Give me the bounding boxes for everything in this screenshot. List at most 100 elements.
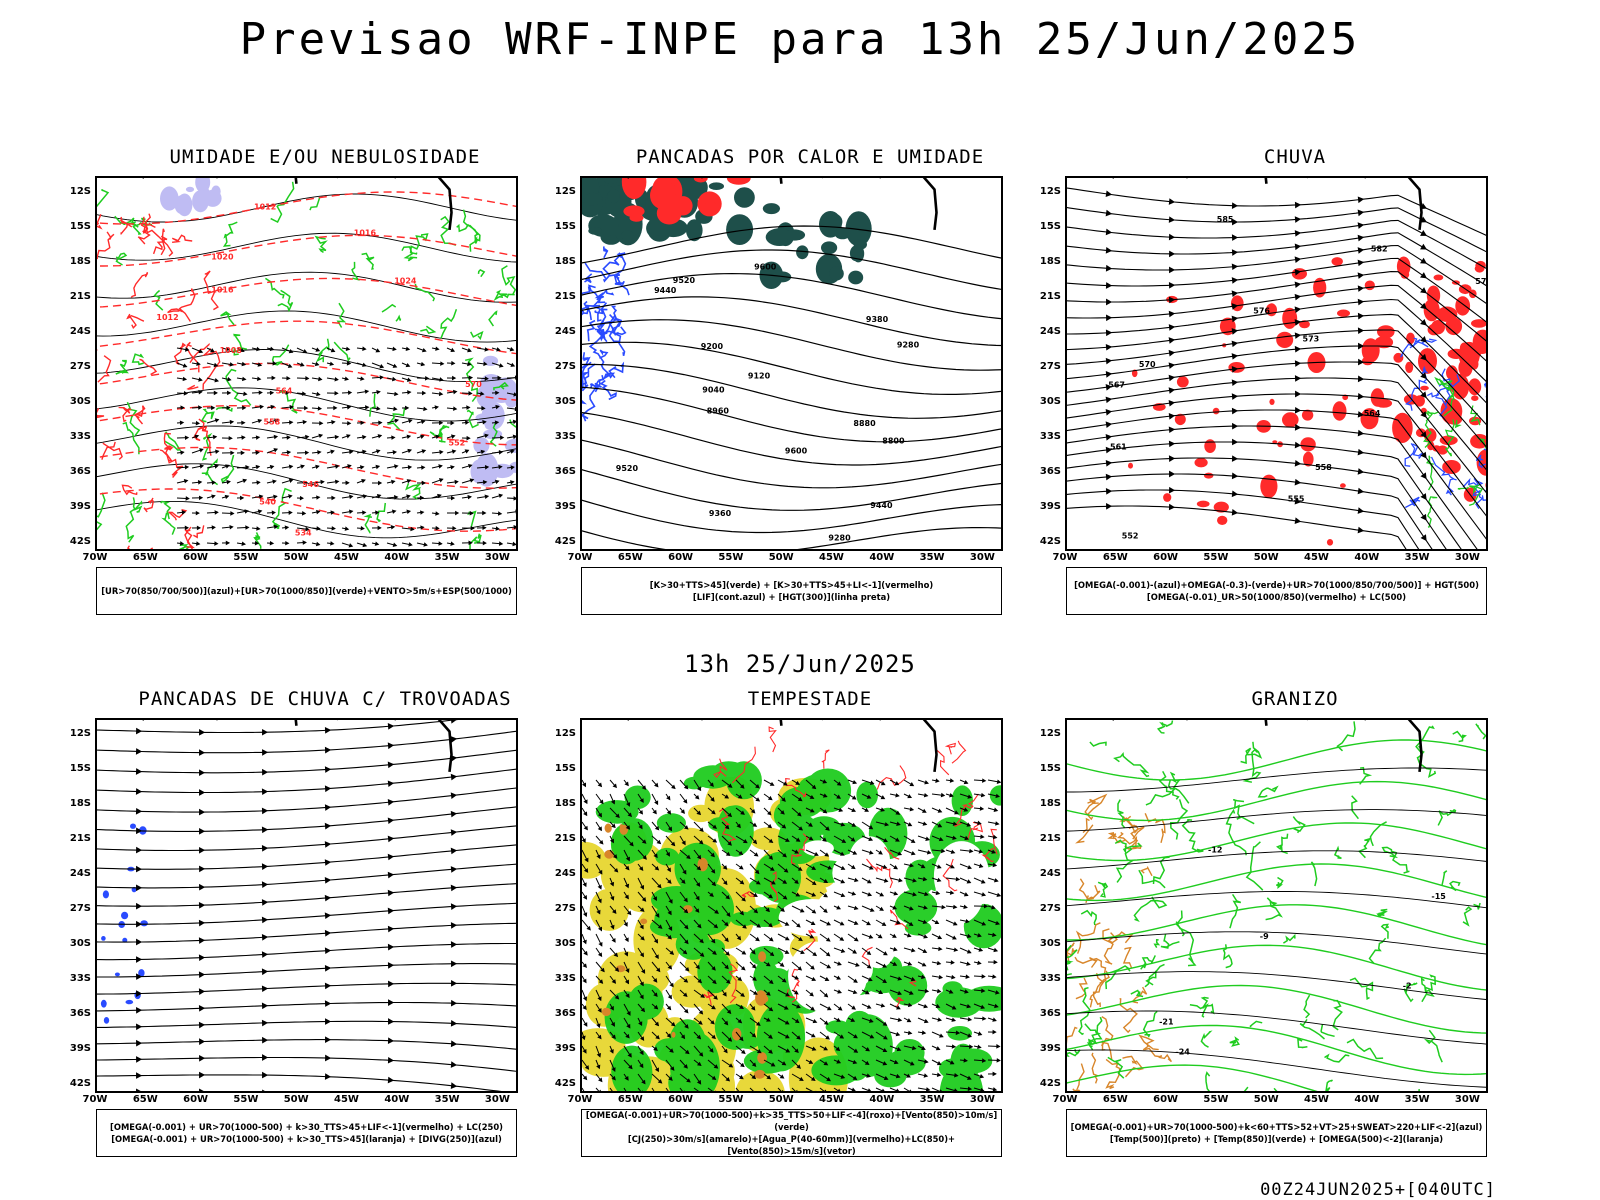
streamline-arrow xyxy=(1420,287,1427,294)
contour-label: 9440 xyxy=(870,501,893,510)
wind-arrowhead xyxy=(316,391,321,397)
wind-arrowhead xyxy=(882,1048,888,1052)
isoline-fragment xyxy=(594,288,615,304)
isoline-fragment xyxy=(222,221,238,247)
wind-arrowhead xyxy=(723,880,728,886)
wind-arrowhead xyxy=(784,1020,790,1025)
wind-arrowhead xyxy=(906,1018,912,1023)
wind-arrowhead xyxy=(510,449,515,454)
shaded-cell xyxy=(1313,277,1327,298)
shaded-cell xyxy=(1217,515,1228,525)
wind-arrowhead xyxy=(377,434,383,439)
streamline-arrow xyxy=(1357,448,1365,456)
wind-arrowhead xyxy=(303,480,309,486)
lat-tick-label: 12S xyxy=(69,186,91,197)
wind-arrowhead xyxy=(598,869,603,875)
isoline-fragment xyxy=(1140,865,1153,877)
streamline xyxy=(97,963,516,978)
isoline-fragment xyxy=(1424,411,1439,417)
streamline-arrow xyxy=(388,980,395,988)
lat-tick-label: 18S xyxy=(554,798,576,809)
wind-arrowhead xyxy=(966,1003,972,1009)
wind-arrowhead xyxy=(981,1058,987,1063)
lon-tick-label: 55W xyxy=(1203,1094,1229,1105)
wind-arrowhead xyxy=(330,348,336,353)
lon-tick-label: 55W xyxy=(1203,552,1229,563)
wind-arrowhead xyxy=(435,511,440,516)
wind-arrowhead xyxy=(978,849,984,854)
isoline-fragment xyxy=(1457,486,1469,491)
streamline xyxy=(1067,441,1462,549)
streamline-arrow xyxy=(388,999,395,1006)
isoline-fragment xyxy=(133,405,146,425)
isoline-fragment xyxy=(1087,885,1101,901)
isoline-fragment xyxy=(603,246,609,259)
wind-arrowhead xyxy=(468,540,473,546)
streamline-arrow xyxy=(1231,407,1239,415)
wind-arrowhead xyxy=(214,464,219,469)
wind-arrowhead xyxy=(935,890,941,896)
isoline-fragment xyxy=(1084,798,1099,821)
lat-tick-label: 39S xyxy=(1039,501,1061,512)
lat-tick-label: 42S xyxy=(554,1078,576,1089)
streamline-arrow xyxy=(1357,272,1365,279)
wind-arrowhead xyxy=(333,405,338,411)
wind-arrowhead xyxy=(938,946,943,952)
streamline-arrow xyxy=(198,971,206,979)
wind-arrowhead xyxy=(698,839,704,845)
wind-arrowhead xyxy=(629,841,634,847)
wind-arrowhead xyxy=(823,1061,829,1066)
wind-arrowhead xyxy=(812,951,818,957)
wind-arrowhead xyxy=(628,1064,633,1070)
streamline xyxy=(97,902,516,925)
streamline-arrow xyxy=(450,903,458,910)
shaded-cell xyxy=(1303,451,1314,467)
streamline-arrow xyxy=(198,1004,206,1012)
streamline-arrow xyxy=(1420,230,1428,236)
isoline-fragment xyxy=(270,181,295,224)
shaded-cell xyxy=(1455,296,1471,316)
streamline-arrow xyxy=(450,884,458,892)
wind-arrowhead xyxy=(766,1075,772,1080)
wind-arrowhead xyxy=(822,809,828,814)
wind-vector xyxy=(582,1087,585,1091)
wind-arrowhead xyxy=(924,780,930,785)
wind-arrowhead xyxy=(242,405,247,411)
wind-arrowhead xyxy=(377,480,383,486)
shaded-cell xyxy=(697,949,733,994)
isoline-fragment xyxy=(1107,832,1127,844)
wind-vector xyxy=(623,1087,627,1091)
wind-arrowhead xyxy=(750,1005,756,1011)
wind-arrowhead xyxy=(893,891,899,896)
wind-arrowhead xyxy=(736,935,742,941)
contour-line xyxy=(582,319,1001,371)
shaded-cell xyxy=(1447,413,1463,425)
streamline-arrow xyxy=(1294,243,1302,251)
isoline-fragment xyxy=(351,261,360,281)
wind-arrowhead xyxy=(896,1088,900,1091)
lon-tick-label: 60W xyxy=(183,1094,209,1105)
wind-arrowhead xyxy=(583,912,588,918)
wind-arrowhead xyxy=(922,821,928,826)
streamline-arrow xyxy=(387,761,395,769)
lon-tick-label: 65W xyxy=(1102,552,1128,563)
wind-arrowhead xyxy=(435,525,440,531)
isoline-fragment xyxy=(586,319,596,342)
wind-arrowhead xyxy=(612,783,617,789)
wind-arrowhead xyxy=(824,852,830,857)
shaded-cell xyxy=(1212,407,1220,415)
wind-arrowhead xyxy=(924,1059,929,1064)
wind-arrowhead xyxy=(710,1020,715,1025)
shaded-cell xyxy=(1282,412,1299,428)
wind-arrowhead xyxy=(639,1036,645,1041)
wind-850-vectors xyxy=(582,778,1001,1091)
streamline-arrow xyxy=(198,919,206,927)
wind-arrowhead xyxy=(739,880,745,885)
wind-arrowhead xyxy=(895,793,900,798)
wind-arrowhead xyxy=(937,935,943,940)
wind-arrowhead xyxy=(912,892,917,897)
shaded-cell xyxy=(894,1039,925,1067)
isoline-fragment xyxy=(602,252,626,277)
wind-arrowhead xyxy=(878,989,884,995)
lat-tick-label: 18S xyxy=(69,798,91,809)
